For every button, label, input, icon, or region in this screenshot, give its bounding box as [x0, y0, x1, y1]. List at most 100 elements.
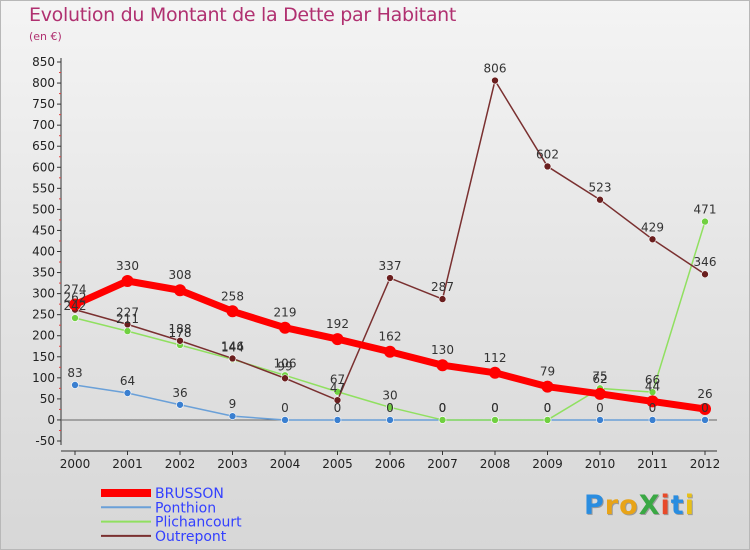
- data-label-plichancourt: 0: [439, 401, 447, 415]
- data-point-brusson: [174, 284, 186, 297]
- y-tick-label: 650: [32, 139, 55, 153]
- x-tick-label: 2009: [532, 457, 563, 471]
- data-label-plichancourt: 0: [491, 401, 499, 415]
- data-label-plichancourt: 144: [221, 340, 244, 354]
- data-label-ponthion: 0: [649, 401, 657, 415]
- data-point-outrepont: [281, 374, 289, 383]
- data-label-plichancourt: 211: [116, 312, 139, 326]
- y-tick-label: 0: [47, 413, 55, 427]
- x-tick-label: 2011: [637, 457, 668, 471]
- data-label-ponthion: 0: [491, 401, 499, 415]
- x-tick-label: 2007: [427, 457, 458, 471]
- data-label-outrepont: 337: [379, 259, 402, 273]
- data-point-brusson: [279, 321, 291, 334]
- data-point-outrepont: [701, 270, 709, 279]
- data-label-brusson: 112: [484, 351, 507, 365]
- data-label-brusson: 26: [697, 387, 712, 401]
- data-label-brusson: 219: [274, 306, 297, 320]
- data-label-outrepont: 429: [641, 220, 664, 234]
- data-point-outrepont: [333, 396, 342, 404]
- data-point-brusson: [226, 305, 239, 318]
- data-point-brusson: [384, 345, 396, 358]
- data-label-brusson: 162: [379, 330, 402, 344]
- logo-letter: X: [638, 490, 661, 521]
- data-point-ponthion: [176, 400, 184, 409]
- y-tick-label: 300: [32, 287, 55, 301]
- y-tick-label: 250: [32, 308, 55, 322]
- data-label-brusson: 274: [64, 283, 87, 297]
- data-label-brusson: 308: [169, 268, 192, 282]
- data-label-ponthion: 0: [386, 401, 394, 415]
- data-label-outrepont: 99: [277, 359, 292, 373]
- x-tick-label: 2001: [112, 457, 143, 471]
- data-point-brusson: [646, 395, 659, 408]
- data-point-outrepont: [176, 336, 184, 345]
- data-point-ponthion: [281, 416, 289, 424]
- data-point-outrepont: [228, 354, 237, 363]
- legend-label-ponthion: Ponthion: [155, 500, 216, 516]
- y-tick-label: 400: [32, 245, 55, 259]
- data-label-ponthion: 0: [701, 401, 709, 415]
- data-point-outrepont: [648, 235, 657, 244]
- data-point-ponthion: [596, 416, 604, 424]
- data-point-plichancourt: [438, 416, 447, 424]
- logo-letter: o: [619, 490, 639, 521]
- x-tick-label: 2000: [60, 457, 91, 471]
- data-point-outrepont: [596, 195, 604, 204]
- x-tick-label: 2012: [690, 457, 721, 471]
- y-tick-label: 850: [32, 55, 55, 69]
- logo-letter: r: [604, 490, 620, 521]
- logo-letter: P: [584, 490, 605, 521]
- data-label-ponthion: 0: [596, 401, 604, 415]
- y-tick-label: 800: [32, 76, 55, 90]
- data-label-plichancourt: 471: [694, 203, 717, 217]
- data-label-ponthion: 0: [544, 401, 552, 415]
- y-tick-label: 500: [32, 202, 55, 216]
- data-point-brusson: [594, 387, 606, 400]
- data-point-ponthion: [228, 412, 237, 420]
- y-tick-label: -50: [35, 434, 55, 448]
- data-label-plichancourt: 242: [64, 299, 87, 313]
- data-label-brusson: 258: [221, 289, 244, 303]
- data-point-ponthion: [333, 416, 342, 424]
- y-tick-label: 600: [32, 160, 55, 174]
- data-label-ponthion: 0: [439, 401, 447, 415]
- x-tick-label: 2005: [322, 457, 353, 471]
- data-point-brusson: [541, 380, 554, 393]
- data-point-plichancourt: [701, 217, 709, 226]
- chart-title: Evolution du Montant de la Dette par Hab…: [29, 4, 457, 26]
- data-label-brusson: 130: [431, 343, 454, 357]
- data-label-brusson: 79: [540, 365, 555, 379]
- data-label-ponthion: 36: [172, 386, 187, 400]
- data-point-outrepont: [438, 295, 447, 303]
- data-label-outrepont: 806: [484, 62, 507, 76]
- data-point-ponthion: [71, 381, 79, 389]
- data-label-ponthion: 83: [67, 366, 82, 380]
- data-label-plichancourt: 67: [330, 373, 345, 387]
- logo-letter: t: [670, 490, 685, 521]
- data-point-plichancourt: [491, 416, 499, 424]
- data-point-brusson: [436, 359, 449, 372]
- data-label-plichancourt: 30: [382, 388, 397, 402]
- data-point-brusson: [331, 333, 344, 346]
- data-label-plichancourt: 106: [274, 356, 297, 370]
- data-label-outrepont: 227: [116, 305, 139, 319]
- data-point-brusson: [69, 298, 81, 311]
- data-point-plichancourt: [71, 314, 79, 322]
- chart-subtitle: (en €): [29, 30, 62, 43]
- data-label-outrepont: 262: [64, 291, 87, 305]
- x-tick-label: 2006: [375, 457, 406, 471]
- data-label-outrepont: 47: [330, 381, 345, 395]
- data-label-outrepont: 287: [431, 280, 454, 294]
- data-point-ponthion: [701, 416, 709, 424]
- x-tick-label: 2010: [585, 457, 616, 471]
- data-label-ponthion: 0: [281, 401, 289, 415]
- y-tick-label: 350: [32, 266, 55, 280]
- data-point-brusson: [489, 366, 501, 379]
- proxiti-logo: ProXiti: [584, 490, 695, 521]
- data-point-outrepont: [123, 320, 132, 329]
- data-point-brusson: [699, 402, 711, 415]
- data-point-ponthion: [648, 416, 657, 424]
- data-point-outrepont: [491, 76, 499, 85]
- y-tick-label: 200: [32, 329, 55, 343]
